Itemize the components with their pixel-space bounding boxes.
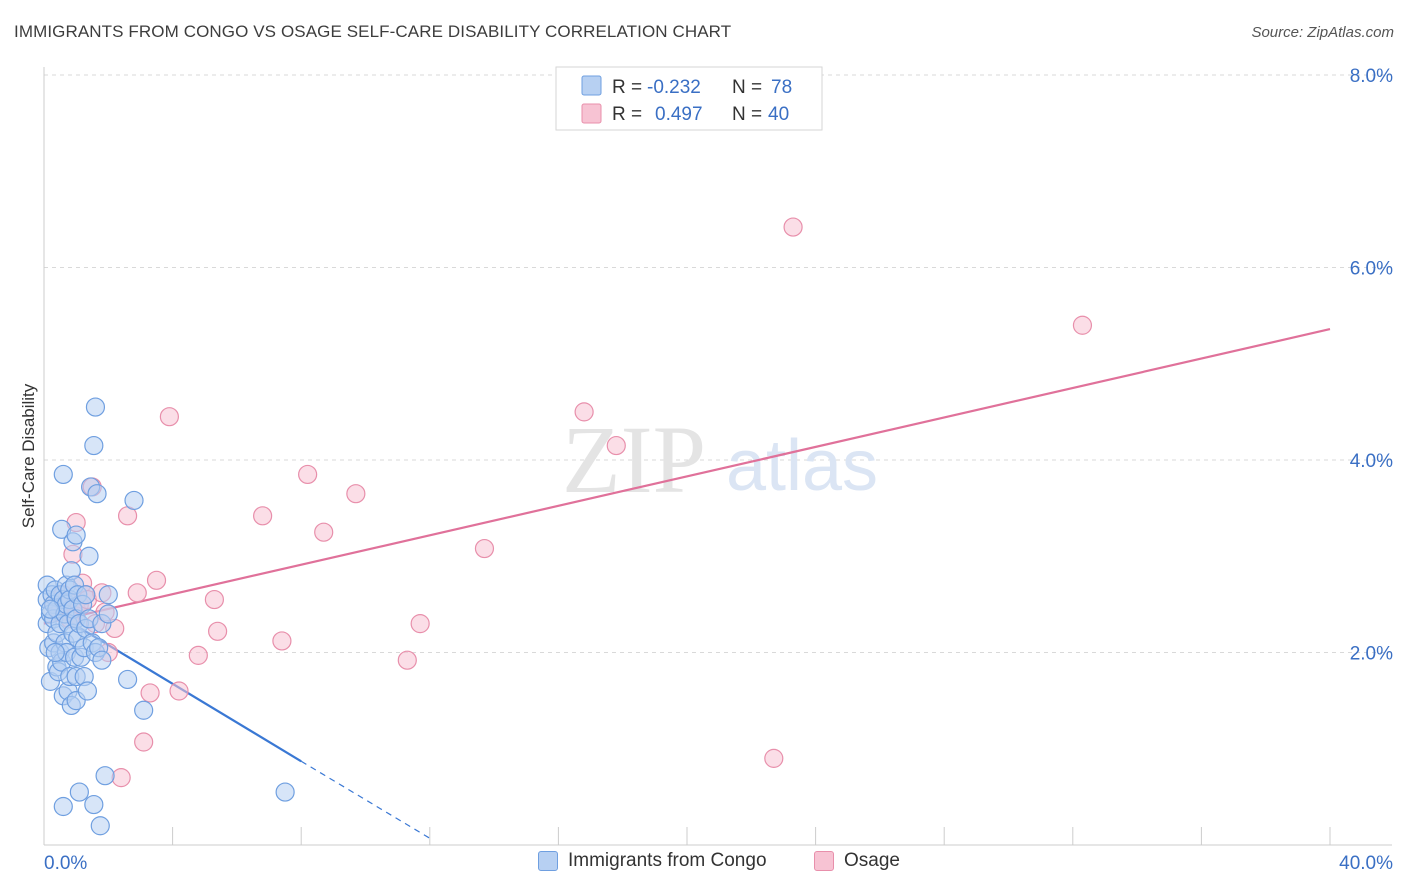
- point-osage-25: [159, 407, 179, 427]
- legend-r-label-2: R =: [612, 104, 642, 125]
- x-tick-label-1: 40.0%: [1339, 853, 1393, 874]
- legend-item-osage: Osage: [814, 850, 900, 872]
- legend-swatch-blue: [581, 75, 602, 96]
- legend-r-value-2: 0.497: [655, 104, 703, 125]
- point-congo-76: [40, 599, 61, 619]
- point-osage-32: [298, 464, 318, 485]
- point-congo-71: [98, 604, 118, 624]
- legend-r-label-1: R =: [612, 77, 642, 98]
- legend-r-value-1: -0.232: [647, 77, 701, 98]
- point-osage-35: [397, 650, 417, 670]
- data-points: [37, 217, 1093, 836]
- point-osage-24: [146, 570, 167, 590]
- point-congo-48: [69, 782, 89, 802]
- point-osage-27: [188, 645, 208, 665]
- source-credit: Source: ZipAtlas.com: [1251, 24, 1394, 41]
- y-tick-label-3: 8.0%: [1350, 66, 1393, 87]
- point-congo-44: [66, 525, 86, 545]
- point-osage-36: [410, 614, 430, 634]
- point-congo-54: [76, 585, 96, 605]
- point-osage-31: [272, 631, 292, 651]
- point-congo-73: [124, 490, 144, 511]
- y-tick-label-2: 6.0%: [1350, 259, 1393, 280]
- point-osage-26: [169, 681, 189, 701]
- legend-n-label-1: N =: [732, 77, 762, 98]
- point-osage-22: [134, 732, 154, 752]
- point-osage-42: [1072, 315, 1093, 335]
- point-osage-19: [111, 768, 131, 788]
- point-congo-57: [79, 546, 99, 566]
- legend-item-congo: Immigrants from Congo: [538, 850, 767, 872]
- trend-line-congo-extension: [300, 760, 434, 841]
- legend-label-congo: Immigrants from Congo: [568, 850, 767, 871]
- point-congo-69: [95, 766, 115, 786]
- point-congo-67: [92, 650, 112, 670]
- watermark-zip: ZIP: [562, 406, 706, 513]
- gridlines: 2.0% 4.0% 6.0% 8.0%: [44, 66, 1393, 665]
- point-osage-34: [346, 484, 366, 504]
- legend-bottom: Immigrants from Congo Osage: [0, 850, 1406, 880]
- legend-swatch-congo: [538, 851, 558, 871]
- point-congo-72: [117, 669, 138, 690]
- point-osage-40: [764, 748, 784, 768]
- point-congo-64: [87, 484, 107, 504]
- point-congo-60: [84, 435, 104, 456]
- y-tick-label-0: 2.0%: [1350, 644, 1393, 665]
- point-osage-28: [204, 589, 224, 610]
- legend-top: R = -0.232 N = 78 R = 0.497 N = 40: [555, 66, 823, 131]
- point-congo-23: [53, 464, 73, 485]
- point-osage-41: [783, 217, 803, 237]
- point-osage-39: [606, 435, 626, 456]
- point-congo-55: [77, 681, 98, 701]
- point-congo-61: [84, 794, 104, 815]
- point-osage-38: [574, 402, 594, 422]
- point-congo-77: [45, 642, 65, 663]
- legend-swatch-osage: [814, 851, 834, 871]
- legend-n-value-1: 78: [771, 77, 792, 98]
- point-osage-37: [474, 538, 495, 559]
- point-osage-30: [253, 506, 273, 526]
- point-congo-66: [90, 816, 110, 836]
- trend-line-osage: [43, 328, 1331, 625]
- point-congo-22: [53, 796, 73, 817]
- point-osage-21: [127, 583, 147, 603]
- legend-swatch-pink: [581, 103, 602, 124]
- y-tick-label-1: 4.0%: [1350, 451, 1393, 472]
- point-congo-75: [275, 782, 295, 802]
- point-osage-23: [140, 683, 160, 703]
- y-axis-label: Self-Care Disability: [19, 383, 38, 528]
- legend-n-label-2: N =: [732, 104, 762, 125]
- point-congo-63: [85, 397, 106, 417]
- legend-label-osage: Osage: [844, 850, 900, 871]
- point-osage-29: [208, 621, 228, 641]
- point-congo-74: [134, 700, 154, 720]
- axes: 0.0% 40.0%: [43, 67, 1393, 874]
- point-congo-70: [98, 585, 118, 605]
- point-osage-33: [314, 522, 334, 542]
- chart-title: IMMIGRANTS FROM CONGO VS OSAGE SELF-CARE…: [14, 22, 732, 41]
- legend-n-value-2: 40: [768, 104, 789, 125]
- x-tick-label-0: 0.0%: [44, 853, 87, 874]
